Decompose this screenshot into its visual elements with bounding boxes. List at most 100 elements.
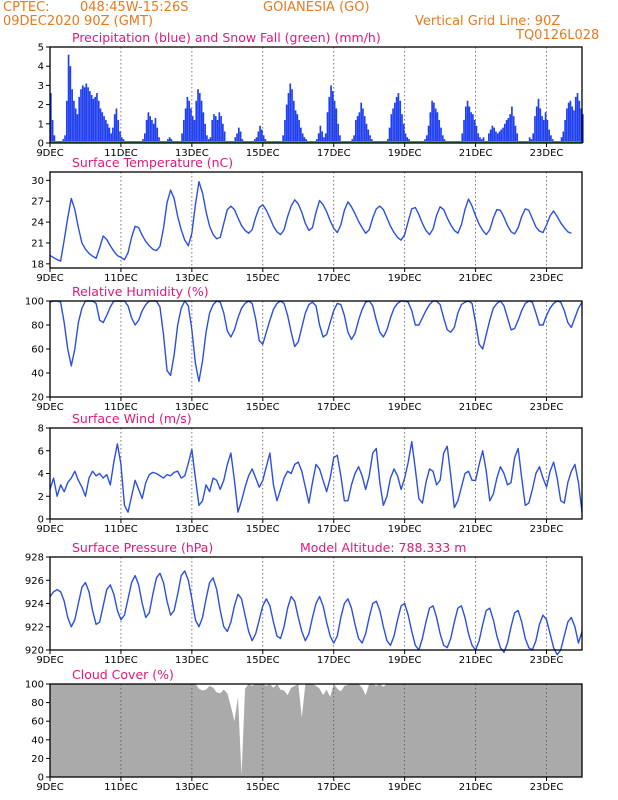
temperature-xtick-label: 21DEC bbox=[459, 273, 493, 284]
precip-bar bbox=[156, 127, 159, 143]
precip-bar bbox=[87, 87, 89, 143]
precip-bar bbox=[71, 89, 73, 143]
precip-bar bbox=[569, 100, 572, 143]
cloud-ytick-label: 0 bbox=[38, 773, 44, 784]
precip-bar bbox=[301, 133, 304, 143]
pressure-ytick-label: 920 bbox=[25, 646, 44, 657]
precip-bar bbox=[358, 112, 361, 143]
precip-bar bbox=[326, 112, 329, 143]
precip-bar bbox=[197, 89, 199, 143]
humidity-xtick-label: 19DEC bbox=[388, 402, 422, 413]
pressure-xtick-label: 23DEC bbox=[530, 655, 564, 666]
precip-xtick-label: 19DEC bbox=[388, 148, 422, 159]
precip-bar bbox=[566, 108, 568, 143]
precip-bar bbox=[337, 123, 339, 143]
temperature-xtick-label: 9DEC bbox=[36, 273, 63, 284]
pressure-xtick-label: 21DEC bbox=[459, 655, 493, 666]
temperature-ytick-label: 21 bbox=[31, 238, 44, 249]
precip-bar bbox=[206, 135, 208, 143]
precip-ytick-label: 1 bbox=[38, 119, 44, 130]
precip-bar bbox=[466, 100, 469, 143]
precip-bar bbox=[222, 123, 224, 143]
pressure-xtick-label: 19DEC bbox=[388, 655, 422, 666]
precip-title: Precipitation (blue) and Snow Fall (gree… bbox=[72, 30, 381, 45]
wind-xtick-label: 23DEC bbox=[530, 524, 564, 535]
precip-bar bbox=[51, 119, 54, 143]
precip-bar bbox=[97, 100, 100, 143]
precip-bar bbox=[195, 100, 198, 143]
precip-bar bbox=[505, 119, 508, 143]
precip-bar bbox=[287, 93, 290, 143]
precip-bar bbox=[406, 137, 409, 143]
precip-bar bbox=[181, 133, 183, 143]
precip-bar bbox=[300, 127, 302, 143]
precip-bar bbox=[237, 127, 240, 143]
precip-bar bbox=[503, 123, 506, 143]
precip-bar bbox=[365, 123, 368, 143]
precip-xtick-label: 17DEC bbox=[317, 148, 351, 159]
precip-bar bbox=[64, 135, 66, 143]
precip-bar bbox=[353, 135, 355, 143]
precip-xtick-label: 15DEC bbox=[246, 148, 280, 159]
temperature-title: Surface Temperature (nC) bbox=[72, 155, 233, 170]
precip-bar bbox=[220, 116, 222, 143]
precip-bar bbox=[463, 119, 465, 143]
precip-bar bbox=[289, 83, 292, 143]
precip-bar bbox=[234, 137, 237, 143]
precip-bar bbox=[482, 137, 485, 143]
precip-xtick-label: 11DEC bbox=[104, 148, 138, 159]
precip-bar bbox=[495, 131, 497, 143]
wind-xtick-label: 11DEC bbox=[104, 524, 138, 535]
precip-bar bbox=[323, 137, 325, 143]
cloud-frame bbox=[49, 683, 583, 778]
cloud-ytick-label: 60 bbox=[31, 717, 44, 728]
precip-bar bbox=[502, 127, 504, 143]
precip-ytick-label: 3 bbox=[38, 81, 44, 92]
wind-xtick-label: 9DEC bbox=[36, 524, 63, 535]
wind-line bbox=[49, 440, 583, 513]
header-grid-note: Vertical Grid Line: 90Z bbox=[415, 14, 561, 29]
wind-title: Surface Wind (m/s) bbox=[72, 411, 192, 426]
precip-bar bbox=[198, 93, 201, 143]
precip-bar bbox=[394, 102, 396, 143]
precip-bar bbox=[259, 125, 261, 143]
precip-bar bbox=[103, 116, 105, 143]
humidity-panel bbox=[46, 300, 583, 401]
precip-bar bbox=[433, 102, 435, 143]
humidity-xtick-label: 17DEC bbox=[317, 402, 351, 413]
cloud-title: Cloud Cover (%) bbox=[72, 667, 174, 682]
humidity-xtick-label: 21DEC bbox=[459, 402, 493, 413]
precip-bar bbox=[50, 93, 52, 143]
pressure-panel bbox=[46, 556, 583, 656]
wind-xtick-label: 21DEC bbox=[459, 524, 493, 535]
humidity-ytick-label: 60 bbox=[31, 345, 44, 356]
humidity-ytick-label: 80 bbox=[31, 321, 44, 332]
precip-bar bbox=[404, 133, 407, 143]
pressure-ytick-label: 924 bbox=[25, 599, 44, 610]
precip-bar bbox=[475, 125, 478, 143]
precip-bar bbox=[291, 89, 293, 143]
precip-bar bbox=[576, 93, 579, 143]
precip-xtick-label: 9DEC bbox=[36, 148, 63, 159]
precip-bar bbox=[436, 112, 439, 143]
humidity-xtick-label: 11DEC bbox=[104, 402, 138, 413]
precip-bar bbox=[507, 118, 510, 143]
precip-bar bbox=[202, 112, 205, 143]
precip-bar bbox=[498, 131, 501, 143]
precip-bar bbox=[333, 100, 336, 143]
header-coords: 048:45W-15:26S bbox=[80, 0, 189, 15]
cloud-xtick-label: 11DEC bbox=[104, 782, 138, 793]
precip-bar bbox=[470, 112, 472, 143]
pressure-ytick-label: 926 bbox=[25, 576, 44, 587]
precip-bar bbox=[85, 83, 88, 143]
temperature-panel bbox=[46, 171, 583, 272]
cloud-ytick-label: 80 bbox=[31, 698, 44, 709]
precip-bar bbox=[429, 112, 432, 143]
temperature-ytick-label: 24 bbox=[31, 218, 44, 229]
precip-bar bbox=[514, 125, 517, 143]
cloud-ytick-label: 20 bbox=[31, 754, 44, 765]
precip-bar bbox=[96, 93, 98, 143]
precip-bar bbox=[78, 96, 81, 143]
humidity-ytick-label: 20 bbox=[31, 393, 44, 404]
precip-bar bbox=[339, 135, 341, 143]
